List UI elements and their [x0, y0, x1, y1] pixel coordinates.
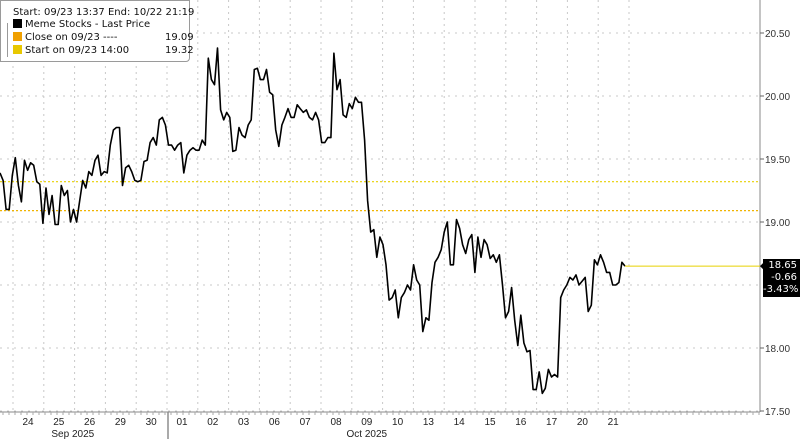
legend-entry-start[interactable]: Start on 09/23 14:00 19.32 [13, 45, 194, 57]
x-tick-label: 26 [84, 417, 96, 428]
x-tick-label: 21 [608, 417, 620, 428]
x-tick-label: 24 [22, 417, 34, 428]
x-tick-label: 01 [176, 417, 188, 428]
price-change-pct: -3.43% [763, 284, 799, 295]
y-tick-label: 19.00 [765, 218, 790, 229]
y-tick-label: 20.50 [765, 29, 790, 40]
legend-header: Start: 09/23 13:37 End: 10/22 21:19 [13, 7, 195, 18]
legend-label: Close on 09/23 ---- [25, 32, 118, 43]
x-tick-label: 20 [577, 417, 589, 428]
legend-swatch [13, 19, 22, 28]
legend: Start: 09/23 13:37 End: 10/22 21:19 Meme… [0, 0, 194, 62]
last-price: 18.65 [768, 260, 797, 271]
x-tick-label: 16 [515, 417, 527, 428]
month-label: Sep 2025 [51, 429, 94, 439]
legend-entry-last-price[interactable]: Meme Stocks - Last Price [13, 19, 150, 31]
x-tick-label: 02 [207, 417, 219, 428]
x-tick-label: 03 [238, 417, 250, 428]
legend-swatch [13, 45, 22, 54]
x-tick-label: 10 [392, 417, 404, 428]
y-tick-label: 19.50 [765, 155, 790, 166]
x-tick-label: 09 [361, 417, 373, 428]
price-line [0, 47, 626, 395]
price-change: -0.66 [771, 272, 797, 283]
legend-value: 19.32 [165, 45, 194, 56]
month-label: Oct 2025 [347, 429, 388, 439]
x-tick-label: 07 [300, 417, 312, 428]
legend-swatch [13, 32, 22, 41]
x-tick-label: 25 [53, 417, 65, 428]
legend-tree-line [7, 23, 13, 57]
y-tick-label: 20.00 [765, 92, 790, 103]
legend-value: 19.09 [165, 32, 194, 43]
x-tick-label: 13 [423, 417, 435, 428]
legend-label: Meme Stocks - Last Price [25, 19, 151, 30]
y-tick-label: 18.00 [765, 344, 790, 355]
x-tick-label: 17 [546, 417, 558, 428]
legend-entry-close[interactable]: Close on 09/23 ---- 19.09 [13, 32, 194, 44]
legend-label: Start on 09/23 14:00 [25, 45, 130, 56]
x-tick-label: 08 [330, 417, 342, 428]
last-price-tag: 18.65 -0.66 -3.43% [763, 259, 800, 297]
x-tick-label: 14 [454, 417, 466, 428]
x-tick-label: 30 [146, 417, 158, 428]
x-tick-label: 29 [115, 417, 127, 428]
x-tick-label: 15 [484, 417, 496, 428]
y-tick-label: 17.50 [765, 407, 790, 418]
x-tick-label: 06 [269, 417, 281, 428]
